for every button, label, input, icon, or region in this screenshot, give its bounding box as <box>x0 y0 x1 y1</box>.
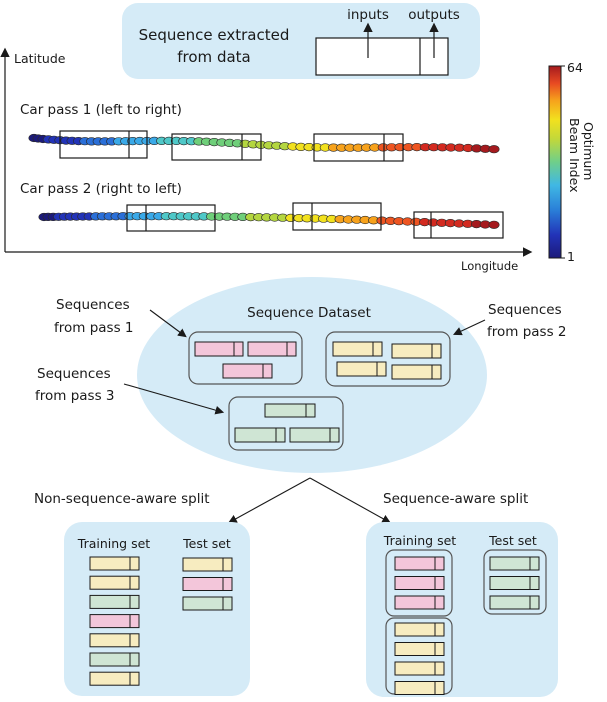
pass1-trajectory <box>28 133 500 154</box>
pass1-group <box>188 331 303 385</box>
split-branch-left <box>228 477 311 524</box>
legend-title-line2: from data <box>177 48 250 66</box>
pass2-trajectory <box>38 212 500 229</box>
non-seq-training-label: Training set <box>77 536 150 551</box>
sequence-bar-pink <box>394 576 445 590</box>
non-seq-test-label: Test set <box>182 536 231 551</box>
sequence-bar-yellow <box>182 557 233 572</box>
colorbar-min-label: 1 <box>567 249 575 264</box>
sequence-bar-green <box>289 427 340 443</box>
legend-sequence-box <box>315 37 449 76</box>
inputs-label: inputs <box>347 7 389 23</box>
sequence-bar-yellow <box>336 361 387 377</box>
outputs-label: outputs <box>408 7 460 23</box>
from-pass3-line2: from pass 3 <box>35 388 115 404</box>
pass2-pointer-arrow <box>453 319 486 336</box>
sequence-bar-yellow <box>394 622 445 637</box>
dataset-title: Sequence Dataset <box>247 305 371 321</box>
from-pass1-line1: Sequences <box>56 297 130 313</box>
pass3-group <box>228 396 344 451</box>
sequence-bar-pink <box>194 341 244 357</box>
trajectory-dot <box>488 220 500 229</box>
pass1-window <box>171 133 262 161</box>
from-pass1-line2: from pass 1 <box>54 320 134 336</box>
sequence-bar-pink <box>89 614 140 629</box>
legend-title-line1: Sequence extracted <box>139 26 290 44</box>
sequence-bar-green <box>89 652 140 667</box>
seq-training-pink-group <box>385 549 453 617</box>
from-pass3-line1: Sequences <box>37 366 111 382</box>
sequence-bar-yellow <box>391 364 442 380</box>
sequence-bar-yellow <box>89 556 140 571</box>
sequence-bar-pink <box>247 341 297 357</box>
sequence-bar-green <box>489 595 540 610</box>
sequence-bar-pink <box>182 577 233 591</box>
sequence-bar-yellow <box>89 633 140 648</box>
pass1-window <box>59 130 148 159</box>
sequence-bar-green <box>89 594 140 609</box>
sequence-bar-green <box>264 403 316 418</box>
non-seq-split-title: Non-sequence-aware split <box>34 491 210 507</box>
pass2-window <box>413 211 504 239</box>
y-axis-label: Latitude <box>14 51 66 66</box>
sequence-bar-yellow <box>391 343 442 359</box>
sequence-bar-pink <box>394 595 445 610</box>
sequence-bar-green <box>489 556 540 571</box>
seq-split-title: Sequence-aware split <box>383 491 528 507</box>
sequence-bar-yellow <box>89 671 140 686</box>
dataset-ellipse <box>137 277 487 473</box>
sequence-bar-yellow <box>332 341 383 357</box>
sequence-bar-yellow <box>89 575 140 590</box>
dataset-sequence-bars <box>194 341 442 443</box>
pass1-windows <box>59 130 404 162</box>
sequence-bar-pink <box>394 556 445 571</box>
seq-test-green-group <box>483 549 547 615</box>
seq-training-label: Training set <box>383 533 456 548</box>
colorbar-title-line1: Optimum <box>581 122 596 180</box>
trajectory-dot <box>488 145 500 154</box>
split-sequence-bars <box>89 556 540 695</box>
sequence-bar-yellow <box>394 642 445 656</box>
colorbar-max-label: 64 <box>567 60 583 75</box>
pass3-pointer-arrow <box>123 383 225 415</box>
pass2-label: Car pass 2 (right to left) <box>20 181 182 197</box>
pass1-label: Car pass 1 (left to right) <box>20 102 182 118</box>
from-pass2-line1: Sequences <box>488 302 562 318</box>
colorbar-title-line2: Beam Index <box>567 118 582 193</box>
sequence-bar-yellow <box>394 681 445 695</box>
sequence-bar-green <box>182 596 233 611</box>
pass2-windows <box>126 202 504 239</box>
from-pass2-line2: from pass 2 <box>487 324 567 340</box>
sequence-bar-pink <box>222 363 273 379</box>
x-axis-label: Longitude <box>461 259 518 273</box>
pass2-group <box>325 331 451 387</box>
colorbar <box>548 65 562 259</box>
seq-test-label: Test set <box>488 533 537 548</box>
sequence-bar-green <box>489 576 540 590</box>
pass2-window <box>292 202 382 231</box>
pass1-pointer-arrow <box>149 309 187 338</box>
sequence-bar-green <box>234 427 286 443</box>
sequence-bar-yellow <box>394 661 445 676</box>
pass1-window <box>313 133 404 162</box>
pass2-window <box>126 204 216 232</box>
split-branch-right <box>309 477 391 524</box>
